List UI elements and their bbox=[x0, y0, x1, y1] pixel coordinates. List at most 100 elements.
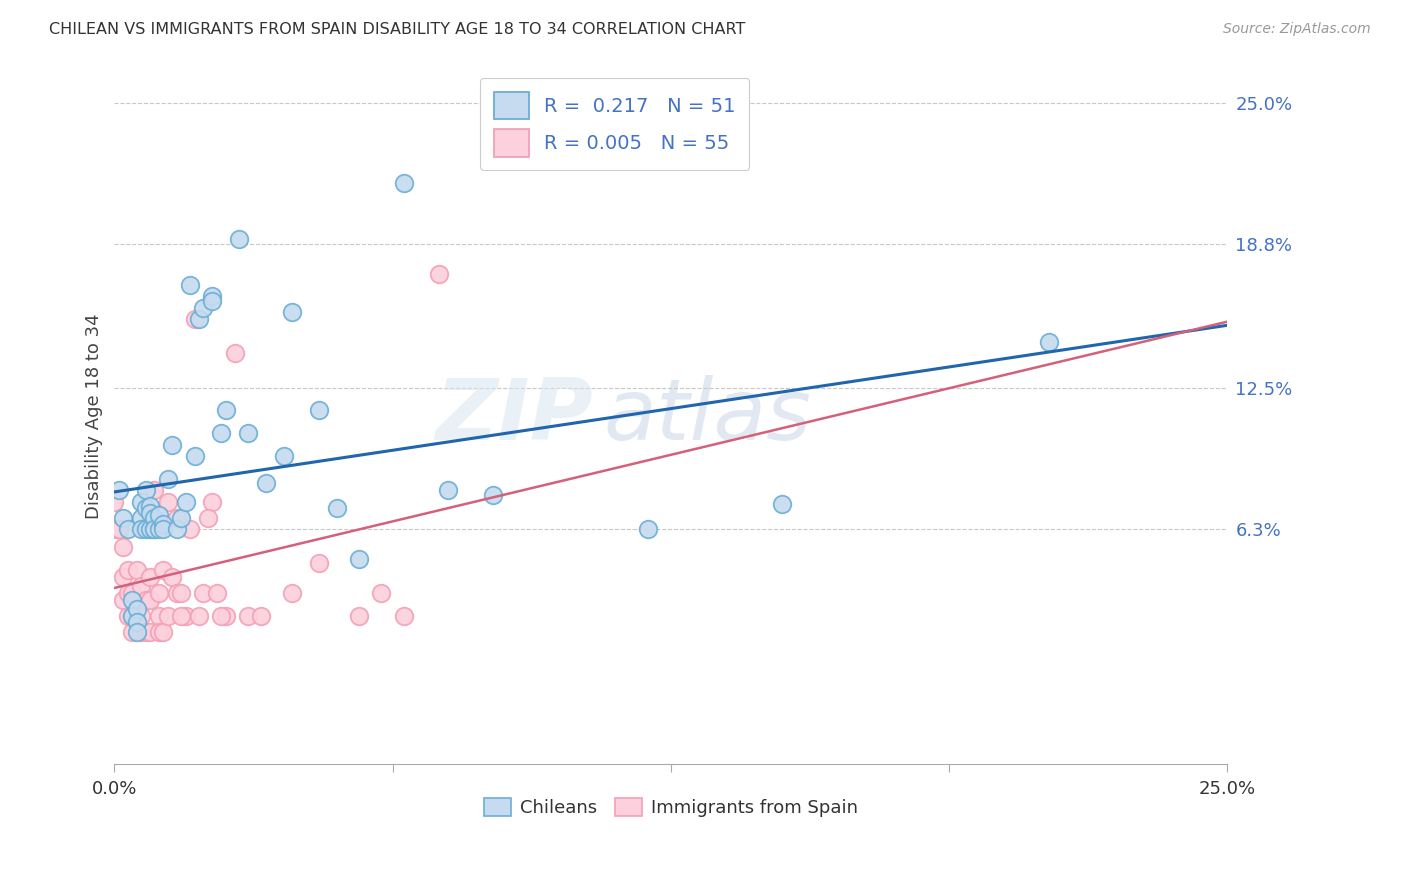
Point bbox=[770, 497, 793, 511]
Point bbox=[125, 563, 148, 577]
Point bbox=[139, 506, 162, 520]
Point bbox=[166, 586, 188, 600]
Point bbox=[174, 494, 197, 508]
Point bbox=[108, 522, 131, 536]
Point bbox=[117, 608, 139, 623]
Point bbox=[129, 522, 152, 536]
Point bbox=[135, 483, 157, 498]
Point bbox=[162, 438, 184, 452]
Point bbox=[135, 624, 157, 639]
Point bbox=[201, 494, 224, 508]
Point bbox=[143, 522, 166, 536]
Point bbox=[143, 483, 166, 498]
Point bbox=[209, 426, 232, 441]
Point bbox=[139, 570, 162, 584]
Point bbox=[215, 403, 238, 417]
Point bbox=[129, 494, 152, 508]
Point bbox=[205, 586, 228, 600]
Point bbox=[129, 510, 152, 524]
Point bbox=[117, 586, 139, 600]
Point bbox=[139, 522, 162, 536]
Point bbox=[188, 608, 211, 623]
Point bbox=[193, 586, 215, 600]
Point bbox=[166, 522, 188, 536]
Legend: Chileans, Immigrants from Spain: Chileans, Immigrants from Spain bbox=[477, 790, 865, 824]
Text: Source: ZipAtlas.com: Source: ZipAtlas.com bbox=[1223, 22, 1371, 37]
Point bbox=[108, 483, 131, 498]
Point bbox=[179, 522, 201, 536]
Text: atlas: atlas bbox=[605, 375, 811, 458]
Point bbox=[125, 602, 148, 616]
Point bbox=[129, 608, 152, 623]
Point bbox=[156, 494, 179, 508]
Point bbox=[121, 586, 143, 600]
Point bbox=[103, 494, 125, 508]
Point bbox=[135, 522, 157, 536]
Point bbox=[162, 570, 184, 584]
Point bbox=[437, 483, 460, 498]
Point bbox=[125, 615, 148, 630]
Point bbox=[347, 551, 370, 566]
Point bbox=[135, 501, 157, 516]
Point bbox=[139, 624, 162, 639]
Text: ZIP: ZIP bbox=[436, 375, 593, 458]
Point bbox=[170, 586, 193, 600]
Point bbox=[188, 312, 211, 326]
Point bbox=[112, 592, 135, 607]
Point bbox=[148, 508, 170, 523]
Point bbox=[281, 305, 304, 319]
Point bbox=[250, 608, 273, 623]
Point bbox=[308, 403, 330, 417]
Point bbox=[370, 586, 392, 600]
Point bbox=[308, 556, 330, 570]
Point bbox=[103, 522, 125, 536]
Point bbox=[139, 500, 162, 514]
Point bbox=[347, 608, 370, 623]
Point bbox=[152, 624, 174, 639]
Point bbox=[281, 586, 304, 600]
Point bbox=[148, 608, 170, 623]
Point bbox=[125, 624, 148, 639]
Point bbox=[143, 522, 166, 536]
Point bbox=[273, 449, 295, 463]
Point bbox=[1038, 335, 1060, 350]
Point bbox=[156, 472, 179, 486]
Point bbox=[201, 289, 224, 303]
Point bbox=[637, 522, 659, 536]
Point bbox=[152, 563, 174, 577]
Point bbox=[148, 522, 170, 536]
Point bbox=[254, 476, 277, 491]
Point bbox=[121, 608, 143, 623]
Point bbox=[236, 608, 259, 623]
Point bbox=[236, 426, 259, 441]
Point bbox=[148, 586, 170, 600]
Text: CHILEAN VS IMMIGRANTS FROM SPAIN DISABILITY AGE 18 TO 34 CORRELATION CHART: CHILEAN VS IMMIGRANTS FROM SPAIN DISABIL… bbox=[49, 22, 745, 37]
Point bbox=[228, 232, 250, 246]
Point bbox=[179, 278, 201, 293]
Point bbox=[174, 608, 197, 623]
Point bbox=[121, 592, 143, 607]
Point bbox=[117, 563, 139, 577]
Point bbox=[112, 570, 135, 584]
Point bbox=[143, 510, 166, 524]
Point bbox=[193, 301, 215, 315]
Point bbox=[209, 608, 232, 623]
Point bbox=[183, 312, 205, 326]
Point bbox=[108, 522, 131, 536]
Point bbox=[215, 608, 238, 623]
Point bbox=[201, 293, 224, 308]
Point bbox=[392, 608, 415, 623]
Point bbox=[170, 608, 193, 623]
Point bbox=[117, 522, 139, 536]
Point bbox=[197, 510, 219, 524]
Point bbox=[481, 488, 503, 502]
Point bbox=[121, 608, 143, 623]
Point bbox=[129, 579, 152, 593]
Point bbox=[152, 517, 174, 532]
Point bbox=[166, 510, 188, 524]
Point bbox=[125, 615, 148, 630]
Point bbox=[152, 522, 174, 536]
Point bbox=[392, 176, 415, 190]
Point bbox=[427, 267, 450, 281]
Point bbox=[135, 592, 157, 607]
